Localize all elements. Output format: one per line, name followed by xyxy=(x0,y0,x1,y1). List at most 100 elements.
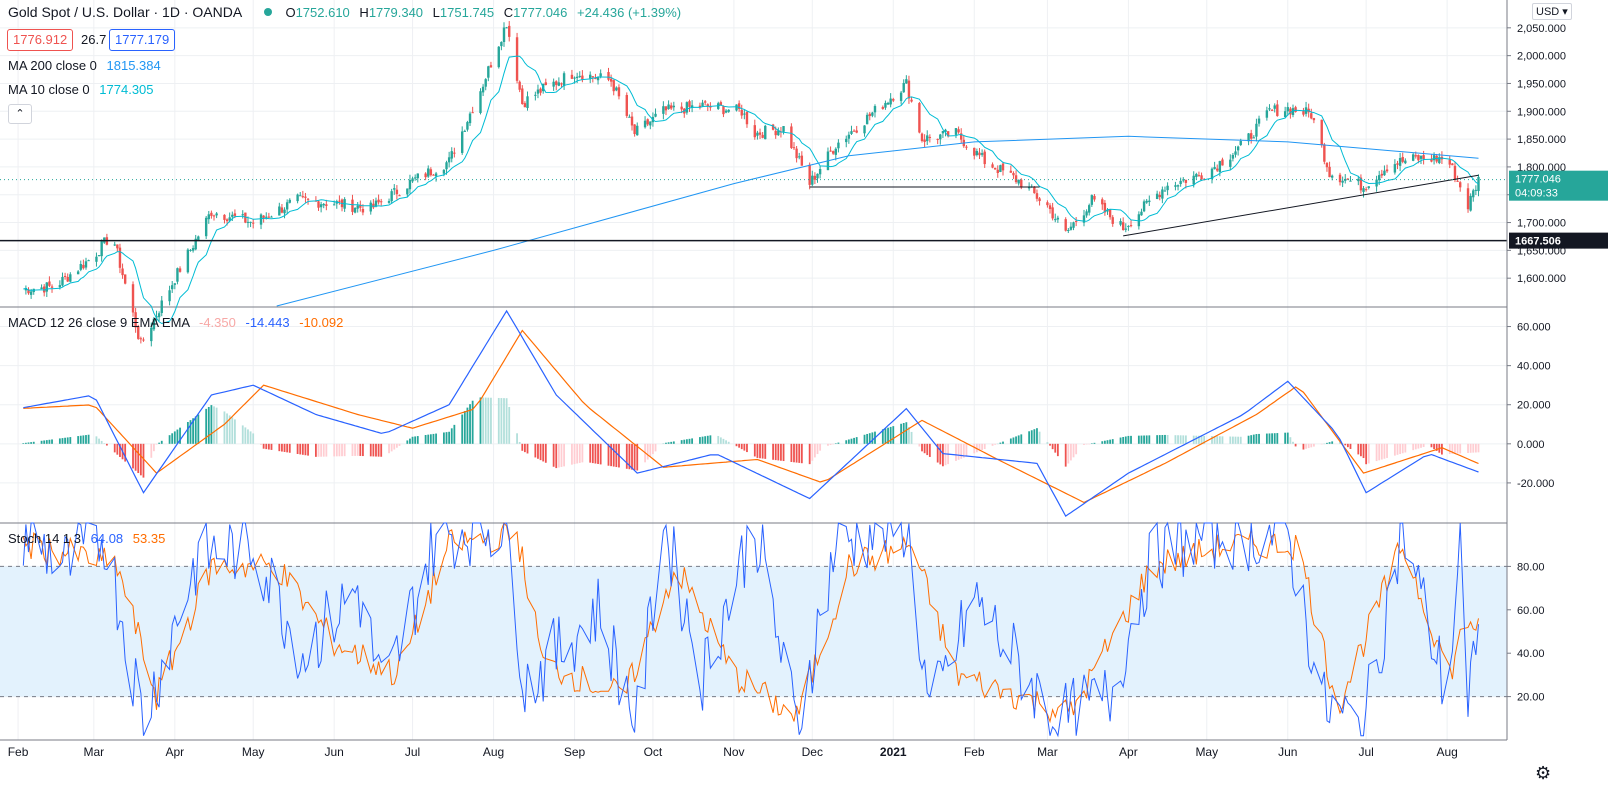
macd-histogram-bar xyxy=(1469,443,1472,453)
macd-histogram-bar xyxy=(1195,435,1198,444)
macd-histogram-bar xyxy=(150,443,153,458)
macd-histogram-bar xyxy=(497,397,500,444)
candle-body xyxy=(1119,221,1122,225)
macd-histogram-bar xyxy=(505,398,508,444)
macd-histogram-bar xyxy=(1015,436,1017,444)
candle-body xyxy=(996,169,999,174)
macd-histogram-bar xyxy=(354,443,356,456)
currency-selector[interactable]: USD ▾ xyxy=(1532,3,1572,20)
candle-body xyxy=(123,274,127,284)
candle-body xyxy=(1344,178,1347,181)
gear-icon[interactable]: ⚙ xyxy=(1535,763,1552,783)
stoch-legend[interactable]: Stoch 14 1 3 64.08 53.35 xyxy=(8,531,166,546)
macd-histogram-bar xyxy=(560,443,563,467)
macd-histogram-bar xyxy=(1474,443,1477,453)
macd-histogram-bar xyxy=(740,443,743,450)
macd-histogram-bar xyxy=(910,431,913,444)
candle-body xyxy=(1380,173,1384,176)
candle-body xyxy=(497,46,500,68)
candle-body xyxy=(889,98,892,105)
macd-histogram-bar xyxy=(351,443,354,456)
macd-histogram-bar xyxy=(1093,442,1096,444)
candle-body xyxy=(607,72,610,80)
ma10-legend[interactable]: MA 10 close 0 1774.305 xyxy=(8,82,154,97)
macd-histogram-bar xyxy=(1380,443,1383,460)
macd-histogram-bar xyxy=(359,443,362,456)
macd-histogram-bar xyxy=(981,443,983,451)
candle-body xyxy=(918,103,921,133)
candle-body xyxy=(936,138,939,140)
candle-body xyxy=(923,139,926,142)
macd-histogram-bar xyxy=(1284,432,1287,444)
macd-histogram-bar xyxy=(1393,443,1396,456)
ma10-value: 1774.305 xyxy=(99,82,154,97)
candle-body xyxy=(993,167,997,170)
candle-body xyxy=(724,110,728,113)
buy-button[interactable]: 1777.179 xyxy=(109,29,176,51)
candle-body xyxy=(1349,180,1352,182)
candle-body xyxy=(1362,188,1365,192)
macd-histogram-bar xyxy=(85,435,87,444)
candle-body xyxy=(296,194,299,202)
macd-histogram-bar xyxy=(735,443,738,447)
x-tick-label: Feb xyxy=(964,745,985,759)
macd-histogram-bar xyxy=(435,433,437,444)
sell-button[interactable]: 1776.912 xyxy=(7,29,74,51)
candle-body xyxy=(1432,155,1436,161)
candle-body xyxy=(479,91,482,114)
ma200-legend[interactable]: MA 200 close 0 1815.384 xyxy=(8,58,161,73)
macd-histogram-bar xyxy=(1360,443,1362,457)
macd-histogram-bar xyxy=(1174,435,1177,444)
candle-body xyxy=(946,131,950,137)
macd-histogram-bar xyxy=(973,443,976,454)
candle-body xyxy=(450,151,453,159)
x-tick-label: Oct xyxy=(644,745,663,759)
candle-body xyxy=(910,99,913,102)
macd-histogram-bar xyxy=(957,443,960,460)
candle-body xyxy=(745,111,749,125)
collapse-legend-button[interactable]: ⌃ xyxy=(8,104,32,124)
macd-histogram-bar xyxy=(701,436,704,444)
macd-histogram-bar xyxy=(759,443,761,459)
candle-body xyxy=(288,199,291,203)
macd-histogram-bar xyxy=(610,443,613,467)
ma200-value: 1815.384 xyxy=(106,58,161,73)
macd-histogram-bar xyxy=(247,429,249,444)
candle-body xyxy=(899,92,903,101)
macd-histogram-bar xyxy=(1412,443,1415,451)
x-tick-label: May xyxy=(242,745,265,759)
macd-histogram-bar xyxy=(1323,443,1326,445)
macd-histogram-bar xyxy=(780,443,782,461)
candle-body xyxy=(1124,228,1127,230)
macd-histogram-bar xyxy=(124,443,127,462)
candle-body xyxy=(1393,164,1397,173)
macd-histogram-bar xyxy=(22,443,25,444)
candle-body xyxy=(1268,108,1271,110)
candle-body xyxy=(1474,189,1478,191)
macd-histogram-bar xyxy=(884,428,887,444)
macd-histogram-bar xyxy=(317,443,320,457)
macd-histogram-bar xyxy=(466,407,469,444)
macd-histogram-bar xyxy=(1378,443,1381,461)
macd-histogram-bar xyxy=(665,442,667,444)
candle-body xyxy=(654,113,657,117)
macd-legend[interactable]: MACD 12 26 close 9 EMA EMA -4.350 -14.44… xyxy=(8,315,344,330)
candle-body xyxy=(194,238,197,250)
candle-body xyxy=(811,175,814,185)
macd-histogram-bar xyxy=(142,443,145,478)
candle-body xyxy=(740,109,743,116)
macd-histogram-bar xyxy=(270,443,273,450)
candle-body xyxy=(155,316,158,318)
candle-body xyxy=(191,248,195,251)
macd-histogram-bar xyxy=(1101,441,1104,444)
macd-histogram-bar xyxy=(406,440,409,444)
candle-body xyxy=(1046,202,1049,206)
candle-body xyxy=(466,122,469,130)
candle-body xyxy=(150,327,153,342)
macd-histogram-bar xyxy=(1200,435,1203,444)
macd-histogram-bar xyxy=(1467,443,1469,453)
candle-body xyxy=(1048,205,1052,210)
macd-histogram-bar xyxy=(453,424,456,444)
macd-histogram-bar xyxy=(646,443,649,460)
